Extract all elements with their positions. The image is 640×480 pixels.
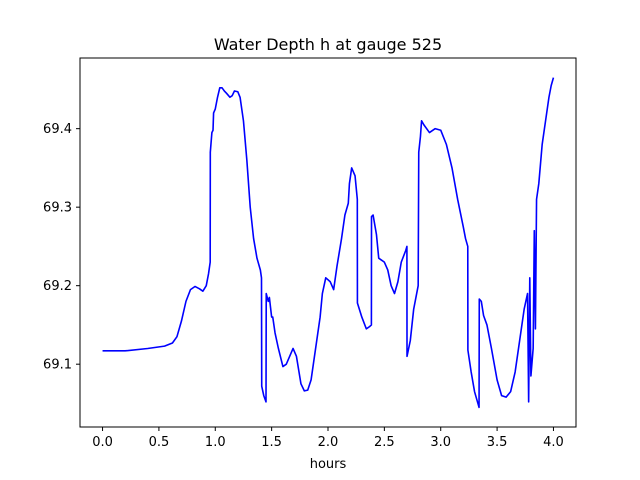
y-axis-ticks: 69.1 69.2 69.3 69.4 xyxy=(43,122,80,373)
x-tick-label: 4.0 xyxy=(543,435,564,450)
y-tick-label: 69.4 xyxy=(43,122,72,137)
series-line-0 xyxy=(102,77,555,409)
x-tick-label: 3.0 xyxy=(430,435,451,450)
x-axis-label: hours xyxy=(310,457,347,472)
x-tick-label: 2.5 xyxy=(374,435,395,450)
y-tick-label: 69.3 xyxy=(43,201,72,216)
x-tick-label: 1.0 xyxy=(205,435,226,450)
y-tick-label: 69.1 xyxy=(43,358,72,373)
x-tick-label: 3.5 xyxy=(487,435,508,450)
x-tick-label: 0.5 xyxy=(149,435,170,450)
plot-area-frame xyxy=(79,57,577,428)
x-axis-ticks: 0.0 0.5 1.0 1.5 2.0 2.5 3.0 3.5 4.0 xyxy=(92,427,564,450)
x-tick-label: 0.0 xyxy=(92,435,113,450)
y-tick-label: 69.2 xyxy=(43,279,72,294)
chart-title: Water Depth h at gauge 525 xyxy=(214,35,442,54)
series-layer xyxy=(102,77,555,409)
x-tick-label: 2.0 xyxy=(318,435,339,450)
x-tick-label: 1.5 xyxy=(261,435,282,450)
